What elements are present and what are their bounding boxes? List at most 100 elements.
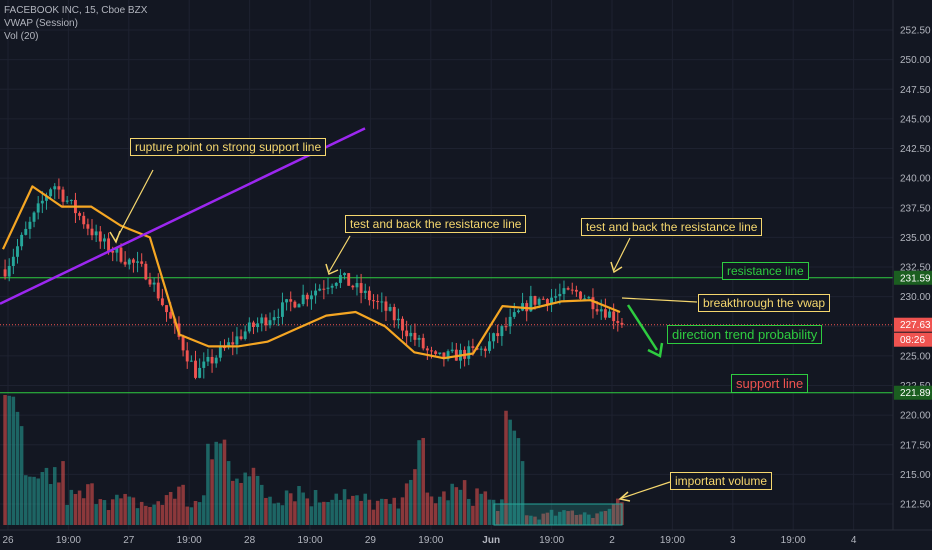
test-annotation-1[interactable]: test and back the resistance line xyxy=(345,215,527,233)
volume-bar xyxy=(115,494,119,525)
test1-arrowhead xyxy=(325,263,339,276)
volume-arrow xyxy=(621,481,671,499)
volume-bar xyxy=(409,479,413,525)
volume-annotation[interactable]: important volume xyxy=(670,472,773,490)
support-annotation[interactable]: support line xyxy=(731,374,809,393)
resistance-annotation[interactable]: resistance line xyxy=(722,262,809,280)
volume-bar xyxy=(239,482,243,525)
volume-bar xyxy=(487,499,492,525)
volume-bar xyxy=(454,487,459,525)
candle-body xyxy=(107,238,111,251)
volume-bar xyxy=(421,437,425,525)
volume-bar xyxy=(73,494,78,525)
volume-bar xyxy=(404,483,409,525)
candle-body xyxy=(276,316,280,318)
volume-bar xyxy=(259,484,264,525)
candle-body xyxy=(90,228,94,236)
volume-bar xyxy=(413,469,417,525)
test1-arrow xyxy=(328,235,351,273)
candle-body xyxy=(446,351,450,360)
volume-bar xyxy=(102,500,107,525)
candle-body xyxy=(214,357,218,364)
volume-bar xyxy=(44,467,49,525)
resistance-price-tag: 231.59 xyxy=(900,273,931,284)
volume-bar xyxy=(156,501,161,525)
test-annotation-2[interactable]: test and back the resistance line xyxy=(581,218,763,236)
price-tick-label: 250.00 xyxy=(900,55,931,66)
candle-body xyxy=(413,332,417,340)
candle-body xyxy=(223,347,226,349)
candle-body xyxy=(11,256,15,266)
volume-bar xyxy=(384,499,388,525)
candle-body xyxy=(98,231,102,242)
price-tick-label: 217.50 xyxy=(900,440,931,451)
direction-annotation[interactable]: direction trend probability xyxy=(667,325,823,344)
volume-bar xyxy=(326,501,330,525)
time-tick-label: 19:00 xyxy=(660,535,685,546)
volume-bar xyxy=(342,489,347,525)
candle-body xyxy=(330,285,334,288)
volume-legend: Vol (20) xyxy=(4,31,39,42)
direction-arrowhead xyxy=(647,342,664,358)
volume-bar xyxy=(607,508,612,525)
volume-bar xyxy=(193,500,198,525)
support-trendline xyxy=(0,127,366,305)
current-price-tag-bg xyxy=(894,317,932,332)
volume-bar xyxy=(458,489,463,525)
volume-bar xyxy=(231,480,235,525)
candle-body xyxy=(595,309,599,312)
candle-body xyxy=(620,322,624,325)
volume-bar xyxy=(202,495,206,525)
volume-bar xyxy=(388,503,392,525)
breakthrough-annotation[interactable]: breakthrough the vwap xyxy=(698,294,831,312)
volume-bar xyxy=(363,493,368,525)
price-tick-label: 245.00 xyxy=(900,114,931,125)
price-tick-label: 225.00 xyxy=(900,351,931,362)
volume-bar xyxy=(164,495,169,525)
volume-bar xyxy=(524,515,529,525)
vwap-legend: VWAP (Session) xyxy=(4,18,78,29)
candle-body xyxy=(504,326,508,328)
volume-bar xyxy=(462,480,467,525)
volume-bar xyxy=(81,498,86,525)
volume-bar xyxy=(529,515,533,525)
candle-body xyxy=(268,320,272,326)
volume-bar xyxy=(566,511,570,525)
volume-bar xyxy=(94,504,98,525)
candle-body xyxy=(127,259,131,265)
volume-bars xyxy=(3,395,624,526)
volume-bar xyxy=(380,498,384,525)
time-axis: 26 19:00 27 19:00 28 19:00 29 19:00 Jun 19:00 2 19:… xyxy=(0,529,932,546)
candle-body xyxy=(231,342,235,345)
candle-body xyxy=(45,196,48,201)
volume-bar xyxy=(313,490,318,525)
volume-bar xyxy=(305,498,310,525)
volume-bar xyxy=(309,506,314,525)
candle-body xyxy=(533,296,537,305)
price-tick-label: 252.50 xyxy=(900,26,931,37)
candle-body xyxy=(82,215,86,225)
countdown-tag-bg xyxy=(894,332,932,347)
volume-bar xyxy=(562,510,566,525)
volume-bar xyxy=(243,472,247,525)
candle-body xyxy=(500,326,504,337)
candle-body xyxy=(343,273,346,276)
candle-body xyxy=(372,300,375,302)
volume-bar xyxy=(110,499,115,525)
candle-body xyxy=(421,337,425,349)
volume-bar xyxy=(425,492,430,525)
symbol-label: FACEBOOK INC, 15, Cboe BZX xyxy=(4,5,148,16)
candle-body xyxy=(206,356,210,362)
candle-body xyxy=(7,265,11,277)
candle-body xyxy=(181,336,185,351)
volume-bar xyxy=(98,499,103,525)
candle-body xyxy=(347,273,351,286)
volume-bar xyxy=(549,509,554,525)
candle-body xyxy=(305,294,309,300)
candle-body xyxy=(20,234,24,247)
volume-bar xyxy=(293,501,297,525)
volume-bar xyxy=(86,484,90,525)
rupture-annotation[interactable]: rupture point on strong support line xyxy=(130,138,327,156)
volume-bar xyxy=(466,498,471,525)
price-tick-label: 235.00 xyxy=(900,233,931,244)
